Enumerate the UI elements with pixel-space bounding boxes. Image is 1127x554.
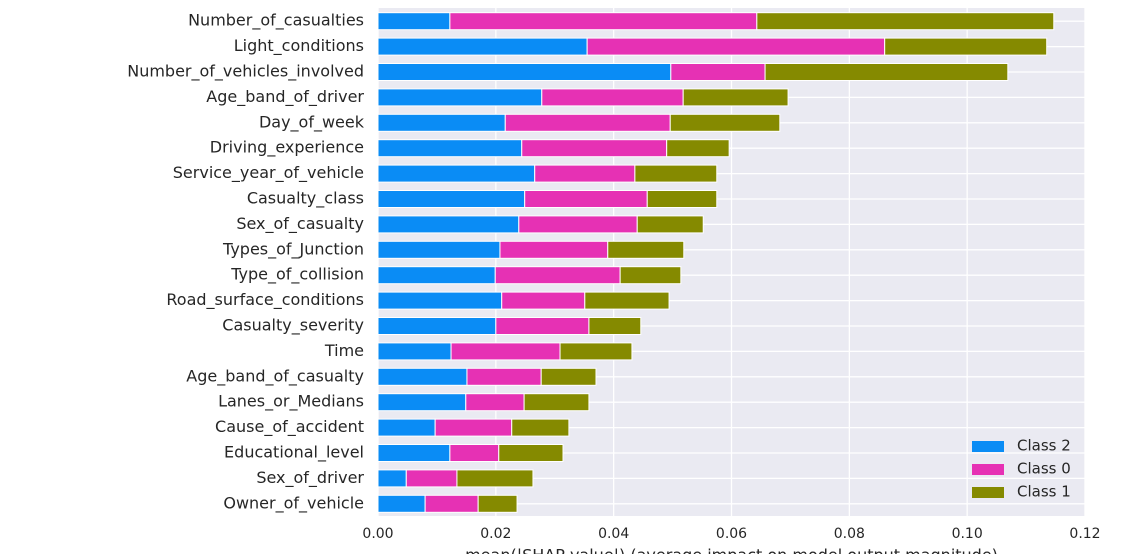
bar-segment — [377, 139, 523, 158]
bar-segment — [521, 139, 668, 158]
bar-segment — [450, 342, 561, 361]
bar-segment — [377, 266, 496, 285]
bar-segment — [377, 190, 526, 208]
bar-segment — [477, 494, 518, 513]
bar-segment — [449, 444, 500, 462]
bar-segment — [494, 266, 621, 285]
bar-segment — [540, 367, 597, 386]
bar-segment — [584, 291, 670, 310]
bar-segment — [518, 215, 638, 234]
bar-segment — [636, 215, 704, 234]
bar-segment — [884, 37, 1048, 56]
bar-segment — [619, 266, 682, 285]
y-tick-label: Number_of_vehicles_involved — [127, 62, 364, 82]
x-tick-label: 0.04 — [598, 526, 629, 542]
bar-segment — [405, 469, 458, 488]
bar-segment — [682, 88, 789, 107]
y-tick-label: Service_year_of_vehicle — [173, 163, 364, 183]
bar-segment — [449, 12, 758, 31]
x-tick-label: 0.02 — [480, 526, 511, 542]
bar-segment — [646, 190, 718, 208]
bar-segment — [756, 12, 1055, 31]
bar-segment — [666, 139, 730, 158]
y-tick-label: Road_surface_conditions — [166, 290, 364, 310]
bar-segment — [377, 12, 451, 31]
bar-segment — [764, 63, 1009, 81]
y-tick-label: Sex_of_casualty — [236, 214, 364, 234]
y-tick-label: Lanes_or_Medians — [218, 392, 364, 412]
y-tick-label: Age_band_of_driver — [206, 87, 364, 107]
bar-segment — [669, 113, 781, 132]
bar-segment — [377, 164, 536, 183]
bar-segment — [670, 63, 766, 81]
x-tick-label: 0.08 — [834, 526, 865, 542]
bar-segment — [607, 240, 685, 259]
y-tick-label: Number_of_casualties — [188, 11, 364, 31]
bar-segment — [377, 393, 467, 412]
bar-segment — [377, 418, 436, 437]
bar-segment — [498, 444, 564, 462]
bar-segment — [377, 342, 452, 361]
bar-segment — [377, 444, 451, 462]
bar-segment — [504, 113, 671, 132]
bar-segment — [377, 37, 588, 56]
y-tick-label: Light_conditions — [234, 36, 364, 56]
y-tick-label: Owner_of_vehicle — [223, 493, 364, 513]
bar-segment — [377, 63, 672, 81]
bar-segment — [495, 317, 590, 335]
legend-label: Class 1 — [1017, 483, 1071, 501]
bar-segment — [377, 215, 520, 234]
y-tick-label: Casualty_class — [247, 189, 364, 209]
x-tick-label: 0.12 — [1069, 526, 1100, 542]
legend-swatch — [972, 487, 1004, 498]
bar-segment — [559, 342, 633, 361]
bar-segment — [377, 317, 497, 335]
x-tick-label: 0.00 — [362, 526, 393, 542]
bar-segment — [524, 190, 648, 208]
bar-segment — [541, 88, 684, 107]
bar-segment — [588, 317, 642, 335]
bar-segment — [377, 494, 426, 513]
bar-segment — [501, 291, 586, 310]
y-tick-label: Educational_level — [224, 443, 364, 463]
y-tick-label: Sex_of_driver — [256, 468, 364, 488]
y-tick-label: Casualty_severity — [222, 316, 364, 336]
bar-segment — [456, 469, 534, 488]
x-tick-label: 0.06 — [716, 526, 747, 542]
y-tick-label: Cause_of_accident — [215, 417, 364, 437]
y-tick-label: Types_of_Junction — [222, 239, 364, 259]
bar-segment — [499, 240, 609, 259]
bar-segment — [424, 494, 479, 513]
bar-segment — [634, 164, 718, 183]
bar-segment — [377, 469, 407, 488]
y-tick-label: Type_of_collision — [230, 265, 364, 285]
legend-label: Class 0 — [1017, 460, 1071, 478]
bar-segment — [377, 291, 503, 310]
bar-segment — [377, 367, 468, 386]
legend-swatch — [972, 464, 1004, 475]
bar-segment — [534, 164, 636, 183]
bar-segment — [586, 37, 886, 56]
x-axis-label: mean(|SHAP value|) (average impact on mo… — [465, 546, 998, 554]
legend-label: Class 2 — [1017, 437, 1071, 455]
y-tick-label: Day_of_week — [259, 112, 365, 132]
y-tick-label: Age_band_of_casualty — [186, 366, 364, 386]
x-tick-label: 0.10 — [952, 526, 983, 542]
bar-segment — [434, 418, 513, 437]
bar-segment — [465, 393, 525, 412]
bar-segment — [523, 393, 590, 412]
bar-segment — [377, 113, 506, 132]
bar-segment — [377, 240, 501, 259]
bar-segment — [466, 367, 542, 386]
legend-swatch — [972, 441, 1004, 452]
y-tick-label: Driving_experience — [210, 138, 364, 158]
bar-segment — [377, 88, 543, 107]
y-tick-label: Time — [324, 341, 364, 360]
bar-segment — [511, 418, 570, 437]
